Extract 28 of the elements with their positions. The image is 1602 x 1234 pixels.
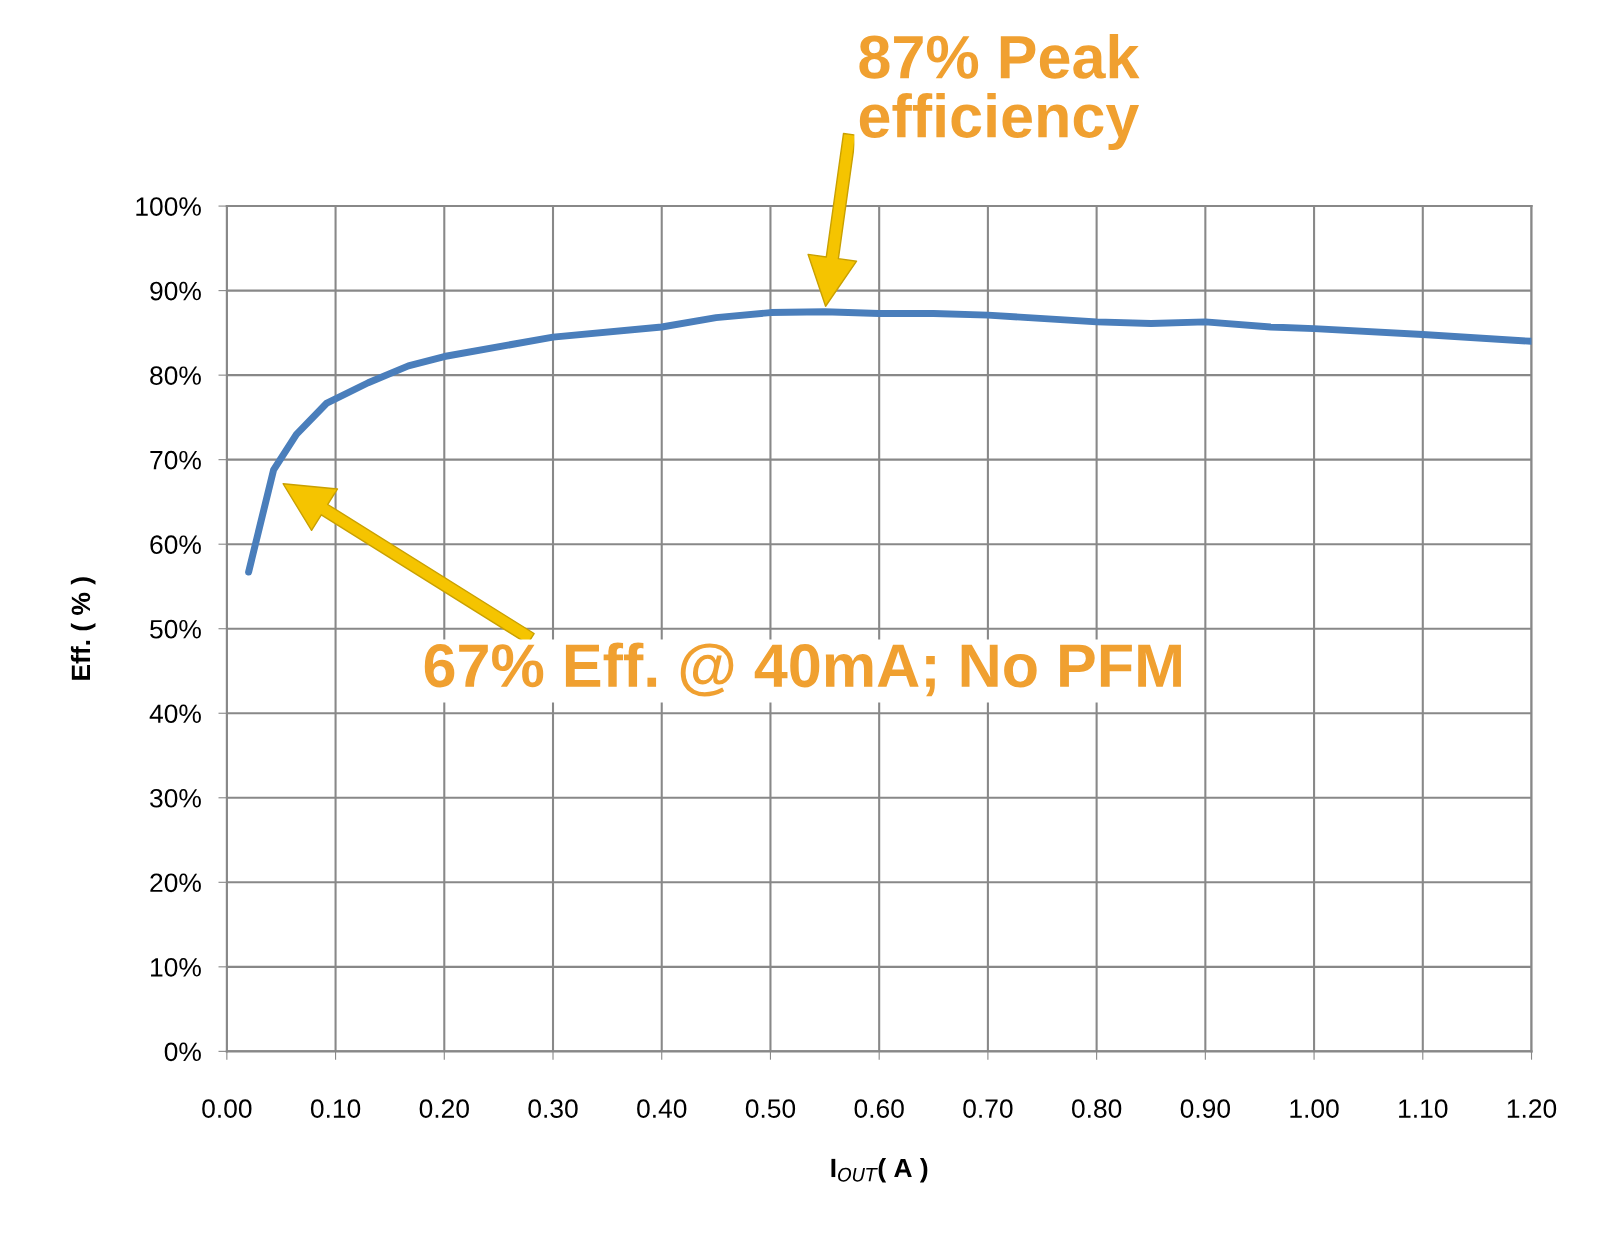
x-tick-label: 0.00: [202, 1099, 252, 1118]
annotation: 67% Eff. @ 40mA; No PFM: [424, 642, 1181, 697]
x-tick-label: 0.20: [419, 1099, 469, 1118]
x-tick-label: 0.30: [528, 1099, 578, 1118]
y-tick-label: 10%: [151, 957, 201, 977]
x-tick-label: 1.20: [1507, 1099, 1557, 1118]
y-tick-label: 50%: [150, 619, 201, 639]
x-axis-title: I$_{OUT}$( A ): [831, 1157, 928, 1183]
y-tick-label: 60%: [150, 535, 201, 555]
annotation: 87% Peak efficiency: [859, 33, 1140, 151]
x-tick-label: 0.80: [1071, 1099, 1122, 1118]
y-axis-title: Eff. ( % ): [70, 577, 96, 680]
y-tick-label: 0%: [164, 1042, 201, 1062]
y-tick-label: 70%: [150, 450, 201, 470]
x-tick-label: 0.90: [1180, 1099, 1230, 1118]
y-tick-label: 40%: [149, 704, 201, 724]
x-tick-label: 0.50: [745, 1099, 796, 1118]
y-tick-label: 90%: [150, 281, 201, 301]
x-tick-label: 0.10: [310, 1099, 361, 1118]
y-tick-label: 100%: [136, 197, 201, 216]
x-tick-label: 1.00: [1290, 1099, 1339, 1118]
x-tick-label: 0.60: [854, 1099, 904, 1118]
y-tick-label: 80%: [150, 366, 201, 385]
y-tick-label: 20%: [150, 873, 201, 893]
x-tick-label: 0.70: [963, 1099, 1013, 1118]
x-tick-label: 1.10: [1399, 1099, 1448, 1118]
y-tick-label: 30%: [150, 788, 201, 808]
x-tick-label: 0.40: [637, 1099, 687, 1118]
